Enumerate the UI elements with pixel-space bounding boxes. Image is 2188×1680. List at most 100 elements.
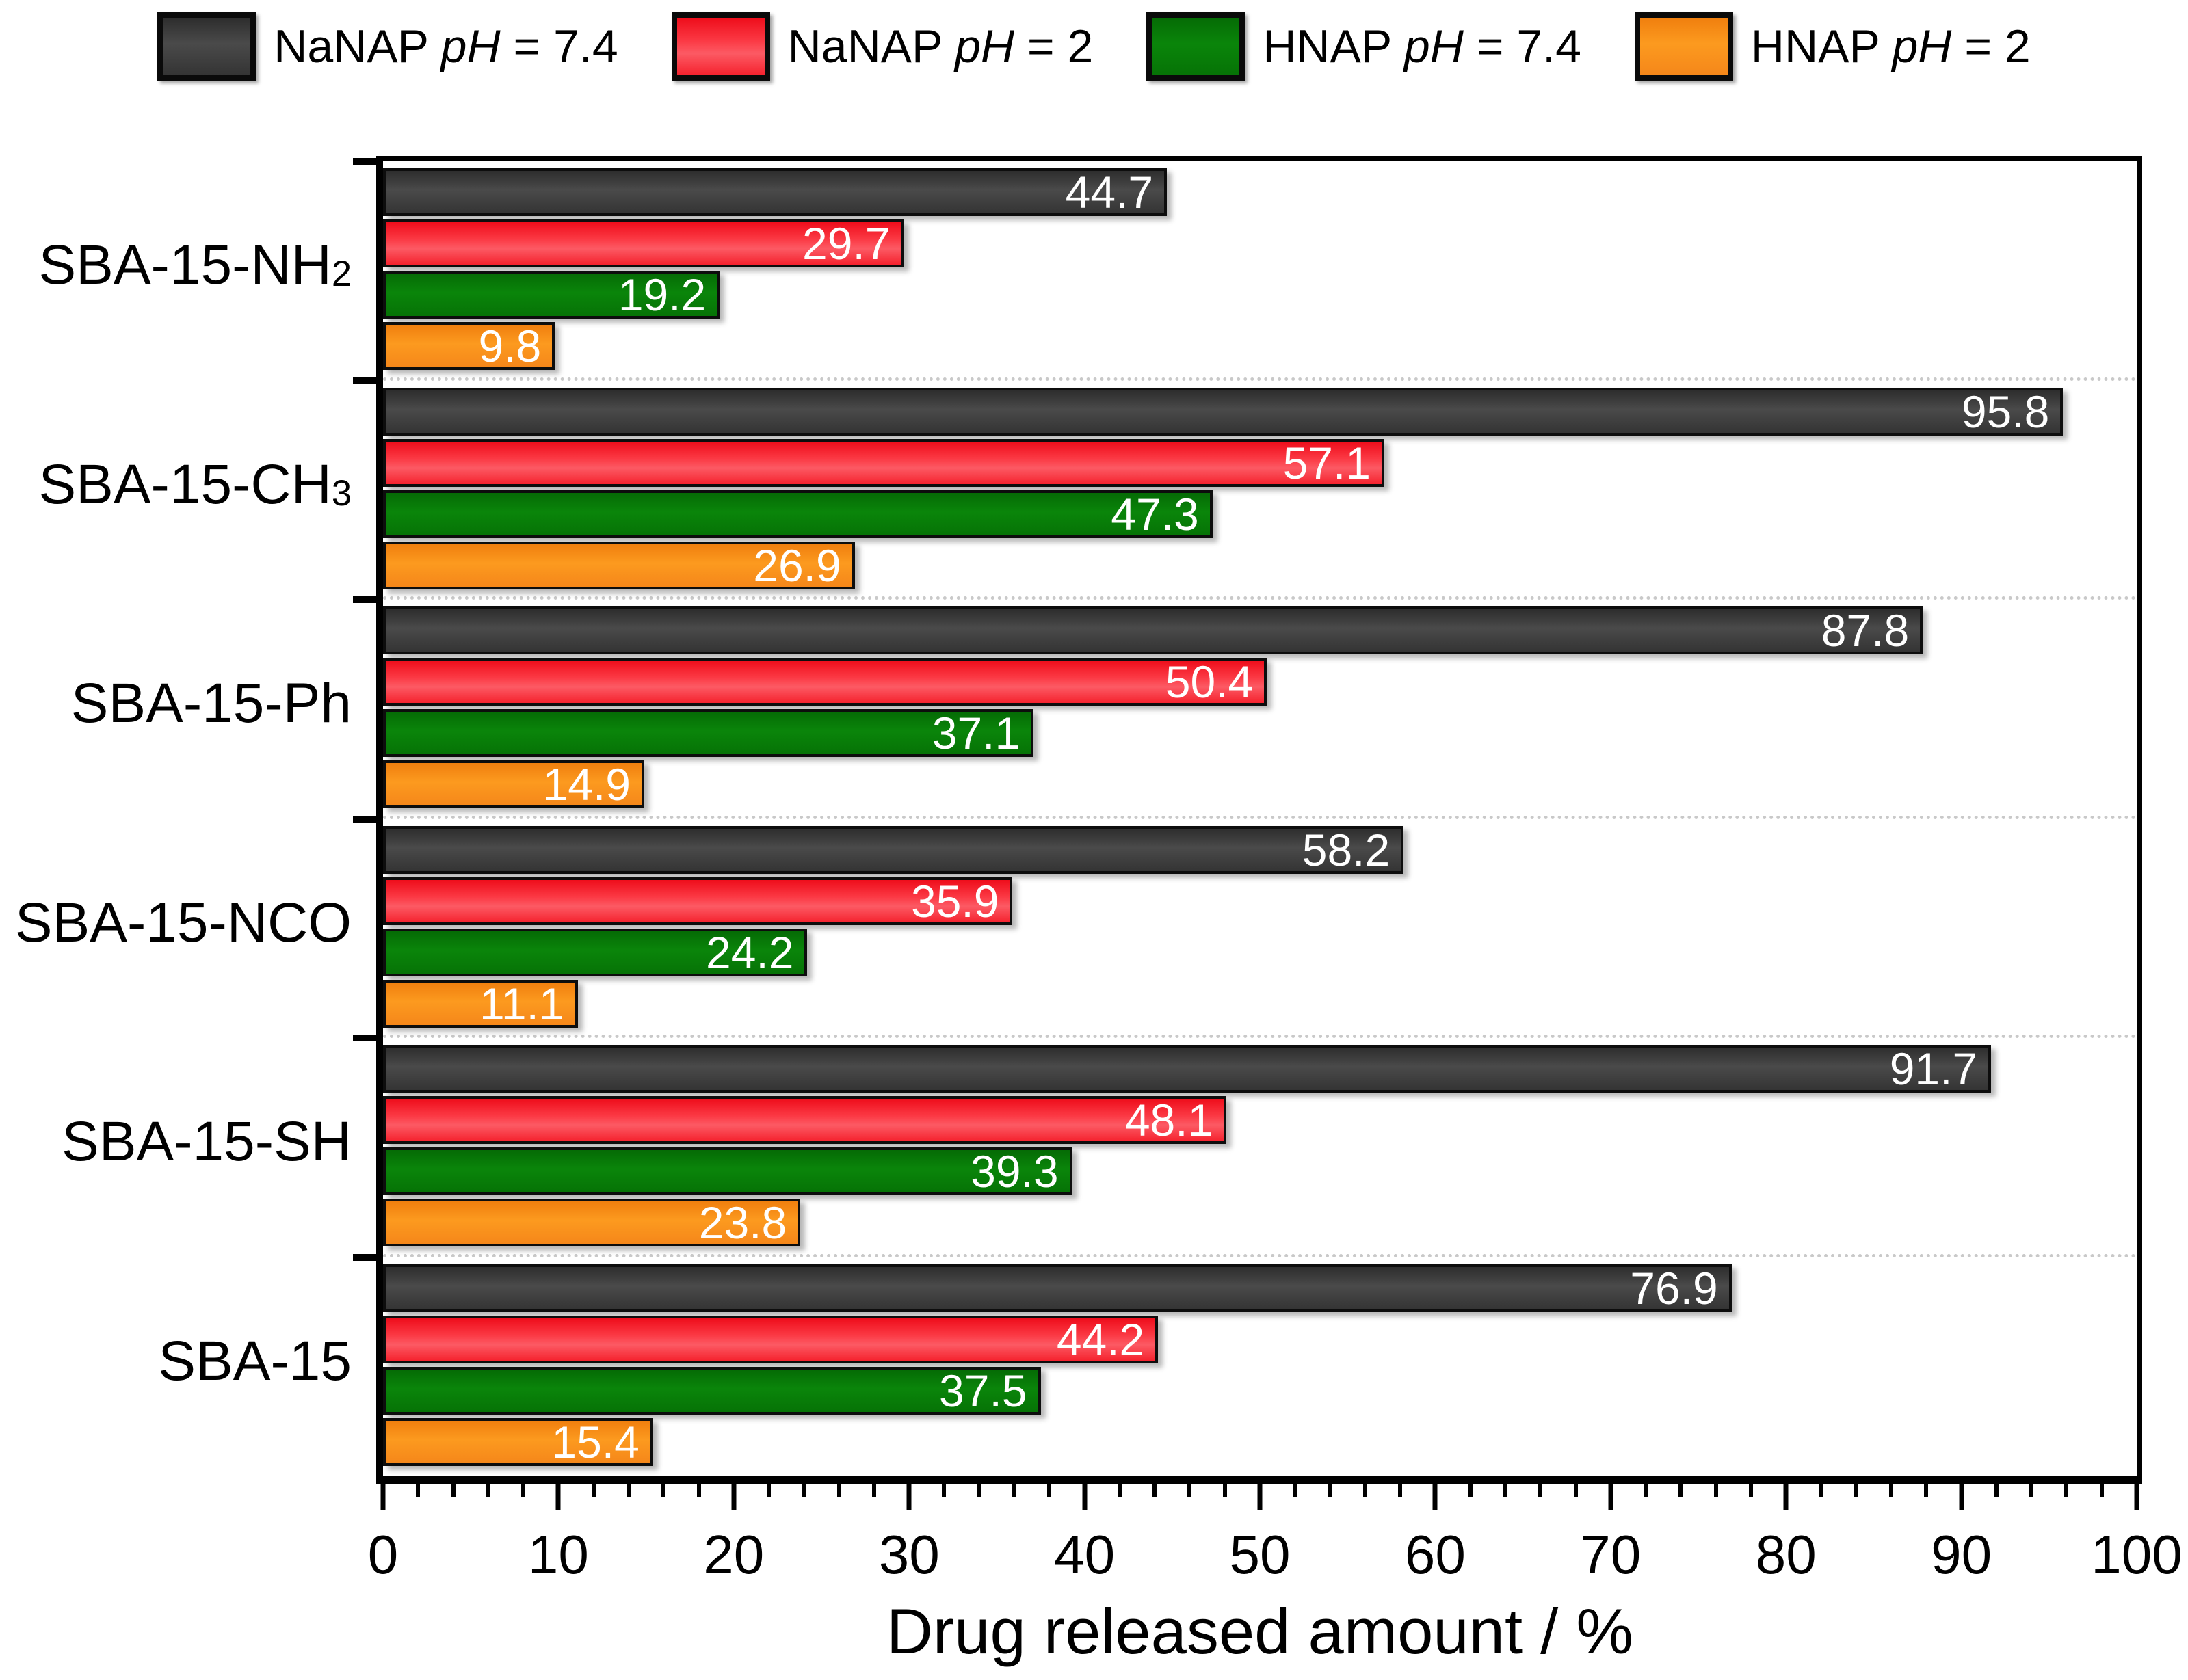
x-tick-label: 0 [367,1524,399,1585]
bar-value-label: 91.7 [1889,1043,1978,1094]
bar: 29.7 [383,219,904,267]
x-major-tick [1959,1479,1964,1510]
y-axis-tick [353,1035,376,1041]
bar-value-label: 48.1 [1124,1095,1213,1145]
bar-value-label: 14.9 [542,759,631,810]
bar-value-label: 29.7 [802,218,891,269]
bar: 91.7 [383,1043,1992,1094]
bar-value-label: 37.1 [932,708,1020,758]
legend-swatch-green [1146,12,1245,81]
y-axis-tick [353,596,376,603]
legend-item: HNAP pH = 2 [1634,12,2031,81]
bar-group: 87.8 50.4 37.1 14.9 [353,596,2137,819]
x-major-tick [906,1479,912,1510]
x-minor-tick [486,1479,490,1497]
bar: 44.2 [383,1314,1159,1365]
x-minor-tick [1468,1479,1473,1497]
category-label: SBA-15 [158,1329,352,1392]
y-axis-tick [353,158,376,165]
category-label: SBA-15-NH 2 [38,234,352,297]
x-minor-tick [871,1479,876,1497]
x-tick-label: 30 [878,1524,940,1585]
category-label: SBA-15-NCO [14,891,352,954]
x-minor-tick [1503,1479,1507,1497]
bar: 24.2 [383,926,808,978]
x-minor-tick [1328,1479,1332,1497]
x-minor-tick [416,1479,421,1497]
x-tick-label: 20 [703,1524,765,1585]
x-tick-label: 40 [1054,1524,1116,1585]
x-minor-tick [836,1479,841,1497]
bar-value-label: 26.9 [753,539,841,591]
category-label: SBA-15-SH [62,1110,352,1173]
x-minor-tick [942,1479,947,1497]
x-minor-tick [1012,1479,1017,1497]
bar-value-label: 58.2 [1302,824,1390,875]
y-axis-tick [353,377,376,384]
bar-value-label: 57.1 [1282,437,1371,488]
x-tick-label: 80 [1755,1524,1817,1585]
x-tick-label: 100 [2091,1524,2183,1585]
x-minor-tick [1819,1479,1823,1497]
bar-group: 44.7 29.7 19.2 9.8 [353,158,2137,381]
legend-swatch-dark [157,12,256,81]
bar-value-label: 15.4 [551,1416,640,1467]
x-minor-tick [696,1479,701,1497]
bar: 9.8 [383,322,555,370]
x-minor-tick [1222,1479,1227,1497]
bar: 48.1 [383,1095,1227,1145]
bar: 19.2 [383,271,720,319]
legend-label: NaNAP pH = 7.4 [274,21,618,72]
x-minor-tick [1994,1479,1999,1497]
bar-group: 58.2 35.9 24.2 11.1 [353,815,2137,1038]
legend-label: HNAP pH = 2 [1750,21,2031,72]
bar: 37.1 [383,708,1034,758]
legend-swatch-red [671,12,770,81]
x-tick-label: 50 [1229,1524,1291,1585]
x-minor-tick [521,1479,526,1497]
x-minor-tick [1678,1479,1683,1497]
bar-value-label: 39.3 [971,1146,1059,1197]
bar: 23.8 [383,1199,801,1246]
x-major-tick [1608,1479,1613,1510]
bar-value-label: 44.7 [1065,167,1154,217]
x-minor-tick [1117,1479,1122,1497]
bar-value-label: 11.1 [479,978,564,1029]
x-minor-tick [1152,1479,1157,1497]
x-tick-label: 10 [527,1524,589,1585]
legend-item: NaNAP pH = 2 [671,12,1094,81]
x-minor-tick [591,1479,596,1497]
legend-item: HNAP pH = 7.4 [1146,12,1581,81]
bar: 47.3 [383,490,1213,538]
x-minor-tick [1573,1479,1578,1497]
bar-value-label: 95.8 [1961,386,2050,437]
bar-value-label: 50.4 [1165,656,1254,707]
x-tick-label: 70 [1580,1524,1642,1585]
legend-swatch-orange [1634,12,1733,81]
x-axis-ticks [380,1479,2139,1513]
bar-group: 95.8 57.1 47.3 26.9 [353,377,2137,600]
bar: 37.5 [383,1365,1041,1416]
x-minor-tick [661,1479,666,1497]
x-minor-tick [977,1479,981,1497]
x-minor-tick [1924,1479,1929,1497]
bar: 95.8 [383,386,2064,437]
bar-value-label: 37.5 [939,1365,1027,1416]
legend-item: NaNAP pH = 7.4 [157,12,618,81]
x-minor-tick [1538,1479,1543,1497]
x-minor-tick [1644,1479,1648,1497]
legend-label: NaNAP pH = 2 [787,21,1094,72]
bar: 14.9 [383,759,645,810]
x-tick-label: 90 [1931,1524,1992,1585]
bar-value-label: 24.2 [706,926,794,978]
x-minor-tick [2099,1479,2104,1497]
category-label: SBA-15-Ph [70,672,352,735]
x-minor-tick [1362,1479,1367,1497]
x-minor-tick [626,1479,631,1497]
bar-value-label: 44.2 [1056,1314,1145,1365]
category-label: SBA-15-CH 3 [38,453,352,516]
bar: 11.1 [383,978,578,1029]
chart-legend: NaNAP pH = 7.4 NaNAP pH = 2 HNAP pH = 7.4 H… [0,12,2188,81]
bar-value-label: 76.9 [1630,1262,1718,1314]
